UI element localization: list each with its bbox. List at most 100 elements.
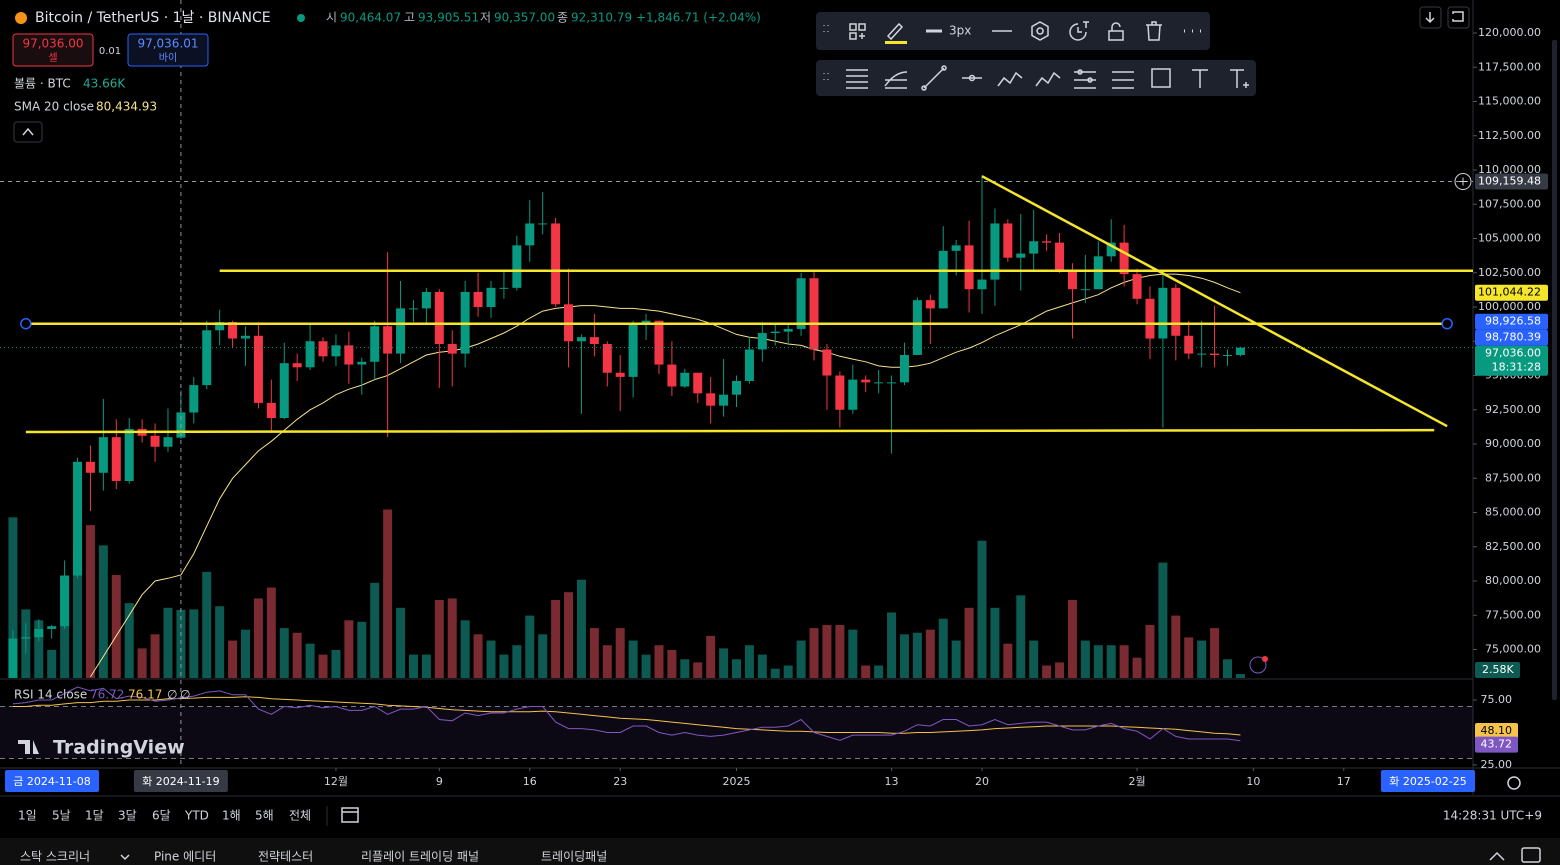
panel-maximize[interactable]	[1521, 847, 1541, 863]
volume-bar	[848, 629, 858, 678]
settings-icon[interactable]	[1031, 21, 1049, 41]
volume-bar	[783, 665, 793, 678]
y-tick-label: 75,000.00	[1485, 643, 1541, 656]
rsi-label: 48.10	[1481, 724, 1513, 737]
candle-body	[602, 344, 612, 373]
panel-tab[interactable]: 스탁 스크리너	[20, 850, 90, 864]
volume-bar	[732, 659, 741, 678]
delete-icon[interactable]	[1146, 21, 1162, 41]
rsi-tick-label: 75.00	[1481, 693, 1513, 706]
timeframe[interactable]: 3달	[118, 809, 137, 823]
panel-toggle[interactable]	[1489, 851, 1505, 861]
add-icon	[1459, 177, 1467, 186]
sell-label: 셀	[48, 52, 57, 64]
ohlc-key: 시	[326, 11, 337, 25]
settings-button[interactable]	[1507, 776, 1521, 790]
line-width[interactable]: 3px	[949, 24, 971, 38]
candle-body	[680, 372, 690, 387]
candle-body	[279, 363, 289, 418]
volume-bar	[8, 517, 18, 678]
symbol[interactable]: Bitcoin / TetherUS · 1날 · BINANCE	[35, 10, 271, 26]
panel-tab[interactable]: 전략테스터	[258, 850, 313, 864]
candle-body	[912, 300, 922, 355]
timeframe[interactable]: 5날	[52, 809, 71, 823]
candle-body	[538, 223, 548, 225]
volume-bar	[654, 645, 664, 678]
timeframe[interactable]: 5해	[255, 809, 274, 823]
price-label: 98,780.39	[1485, 331, 1541, 344]
button[interactable]	[1447, 6, 1470, 29]
fullscreen-icon	[1452, 11, 1464, 22]
volume-bar	[408, 654, 418, 678]
date-range-icon[interactable]	[341, 807, 359, 823]
x-tick-label: 20	[975, 775, 989, 788]
timeframe[interactable]: YTD	[184, 809, 209, 823]
candle-body	[47, 626, 57, 629]
y-tick-label: 87,500.00	[1485, 471, 1541, 484]
volume-bar	[85, 525, 95, 678]
timeframe[interactable]: 전체	[289, 809, 311, 823]
volume-bar	[266, 587, 276, 678]
candle-body	[1029, 241, 1039, 254]
volume-bar	[1055, 662, 1065, 678]
candle-body	[473, 291, 483, 308]
volume-bar	[202, 571, 212, 678]
candle-body	[693, 372, 703, 394]
buy-button[interactable]	[127, 33, 209, 67]
candle-body	[1016, 253, 1026, 258]
candle-body	[124, 428, 134, 481]
sma-legend-value: 80,434.93	[96, 100, 157, 114]
volume-bar	[1093, 645, 1103, 678]
x-label-box	[5, 770, 99, 792]
candle-body	[383, 326, 393, 354]
timeframe[interactable]: 1일	[18, 809, 37, 823]
candle-body	[589, 337, 599, 345]
candle-body	[938, 250, 948, 309]
volume-bar	[641, 654, 651, 678]
candle-body	[8, 638, 18, 678]
axes: 120,000.00 117,500.00 115,000.00 112,500.00…	[5, 0, 1548, 792]
candle-body	[525, 223, 535, 246]
panel-tab[interactable]: 리플레이 트레이딩 패널	[361, 850, 479, 864]
download-icon	[1425, 12, 1435, 24]
candle-body	[318, 341, 328, 357]
volume-bar	[499, 654, 509, 678]
alert-icon[interactable]	[1069, 21, 1089, 41]
volume-bar	[757, 654, 767, 678]
timeframe[interactable]: 1해	[222, 809, 241, 823]
rsi-pane	[0, 686, 1473, 760]
timeframe-bar: 1일 5날 1달 3달 6달 YTD 1해 5해 전체 14:28:31 UTC…	[18, 806, 1542, 864]
volume-bar	[615, 628, 625, 678]
candle-body	[654, 320, 664, 365]
collapse-button[interactable]	[13, 121, 43, 143]
panel-tab[interactable]: 트레이딩패널	[541, 850, 607, 864]
toolbar-icon[interactable]	[849, 23, 866, 40]
sell-price: 97,036.00	[22, 37, 83, 51]
lock-icon[interactable]	[1108, 22, 1124, 41]
volume-bar	[564, 592, 574, 678]
y-tick-label: 90,000.00	[1485, 437, 1541, 450]
dropdown-icon[interactable]	[120, 854, 130, 861]
event-icon[interactable]	[1249, 656, 1267, 674]
volume-bar	[98, 545, 108, 678]
timeframe[interactable]: 1달	[85, 809, 104, 823]
volume-bar	[576, 579, 586, 678]
volume-bar	[383, 509, 393, 678]
pen-tool[interactable]	[885, 22, 907, 44]
rsi-line	[12, 686, 1241, 742]
sell-button[interactable]	[12, 33, 94, 67]
candle-body	[85, 461, 95, 473]
candle-body	[228, 322, 238, 339]
candle-body	[408, 308, 418, 310]
candle-body	[1055, 242, 1065, 272]
y-tick-label: 102,500.00	[1478, 266, 1541, 279]
candle-body	[1171, 287, 1181, 336]
toolbar-icon[interactable]	[846, 65, 1249, 91]
volume-label: 2.58K	[1482, 663, 1514, 676]
toolbar-bg	[816, 60, 1256, 96]
timeframe[interactable]: 6달	[152, 809, 171, 823]
volume-bar	[990, 607, 1000, 678]
panel-tab[interactable]: Pine 에디터	[154, 850, 216, 864]
chart-layer: 120,000.00 117,500.00 115,000.00 112,500.00…	[0, 0, 1548, 792]
volume-bar	[1158, 562, 1168, 678]
